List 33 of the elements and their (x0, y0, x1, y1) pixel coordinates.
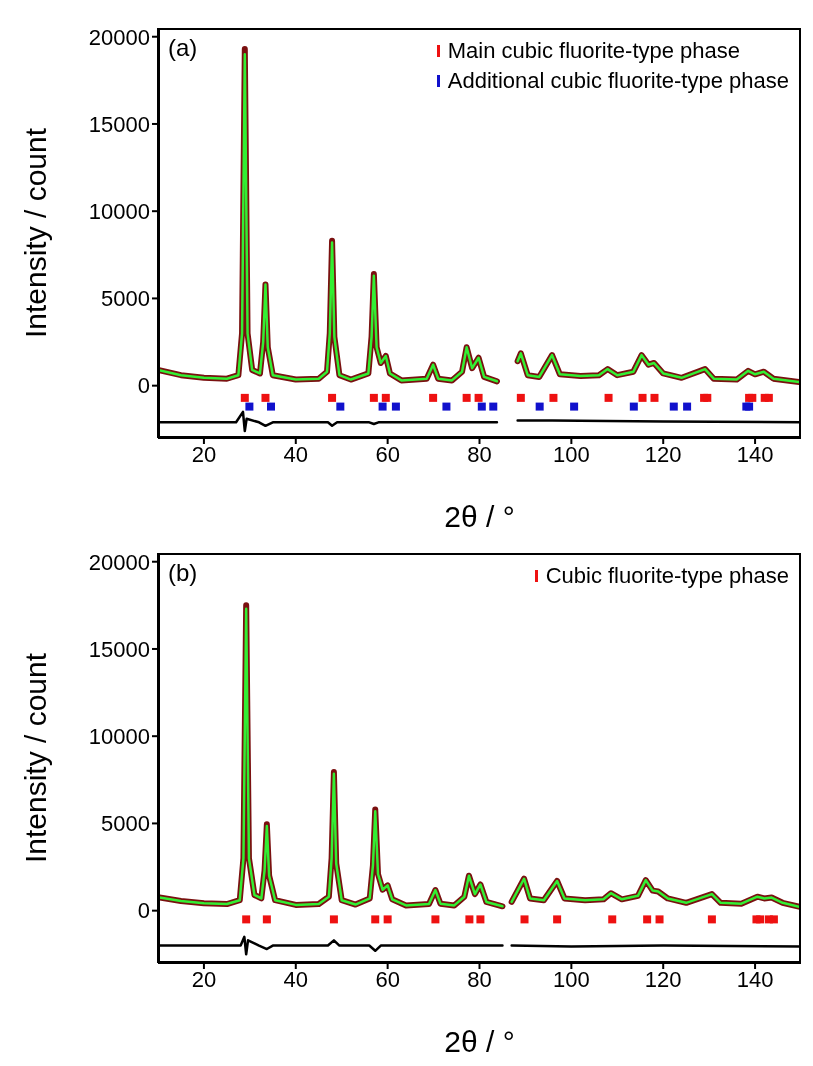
x-tick-label: 60 (375, 441, 400, 467)
y-tick-label: 5000 (101, 286, 150, 312)
x-axis-title: 2θ / ° (444, 1025, 515, 1058)
y-tick-label: 15000 (88, 636, 150, 662)
y-tick-label: 10000 (88, 724, 150, 749)
x-tick-label: 20 (191, 441, 217, 467)
x-tick-label: 80 (467, 441, 492, 467)
x-tick-label: 20 (191, 966, 217, 992)
x-tick-label: 60 (375, 966, 400, 992)
x-tick-label: 120 (644, 441, 682, 467)
y-tick-label: 15000 (88, 111, 150, 137)
x-tick-label: 80 (467, 966, 492, 992)
y-axis-title: Intensity / count (18, 127, 52, 339)
y-tick-label: 0 (137, 373, 150, 399)
chart-title: (b) (168, 559, 198, 587)
x-axis-title: 2θ / ° (444, 500, 515, 533)
chart-title: (a) (168, 34, 198, 62)
x-tick-label: 100 (553, 966, 590, 992)
x-tick-label: 140 (736, 441, 774, 467)
x-tick-label: 40 (283, 441, 309, 467)
x-tick-label: 120 (644, 966, 682, 992)
legend-label: Additional cubic fluorite-type phase (447, 67, 789, 95)
y-tick-label: 20000 (88, 24, 150, 50)
y-tick-label: 5000 (101, 811, 150, 837)
legend-label: Main cubic fluorite-type phase (447, 37, 741, 65)
y-axis-title: Intensity / count (18, 652, 52, 864)
x-tick-label: 140 (736, 966, 774, 992)
x-tick-label: 100 (553, 441, 590, 467)
x-tick-label: 40 (283, 966, 309, 992)
y-tick-label: 10000 (88, 199, 150, 224)
legend-label: Cubic fluorite-type phase (545, 562, 789, 590)
y-tick-label: 20000 (88, 549, 150, 575)
y-tick-label: 0 (137, 898, 150, 924)
